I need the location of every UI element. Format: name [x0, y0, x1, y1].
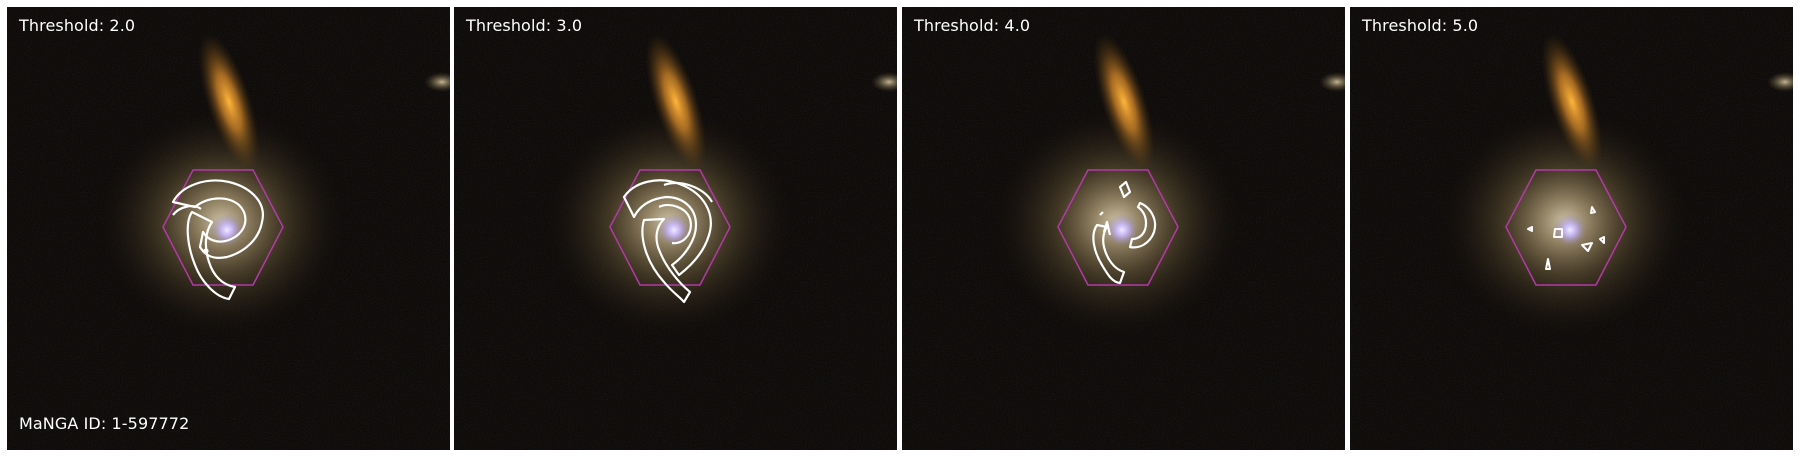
contour-lines: [171, 179, 264, 301]
threshold-label: Threshold: 2.0: [19, 16, 136, 35]
threshold-label: Threshold: 3.0: [466, 16, 583, 35]
threshold-panel-1: Threshold: 2.0 MaNGA ID: 1-597772: [7, 7, 450, 450]
contour-lines: [1092, 180, 1157, 285]
hexagon-ifu-footprint: [1057, 169, 1179, 286]
galaxy-image: [7, 7, 450, 450]
threshold-panel-4: Threshold: 5.0: [1350, 7, 1793, 450]
hexagon-ifu-footprint: [609, 169, 731, 286]
threshold-label: Threshold: 4.0: [914, 16, 1031, 35]
manga-id-label: MaNGA ID: 1-597772: [19, 414, 190, 433]
contour-lines: [622, 179, 713, 304]
threshold-panel-2: Threshold: 3.0: [454, 7, 897, 450]
threshold-label: Threshold: 5.0: [1362, 16, 1479, 35]
threshold-panel-3: Threshold: 4.0: [902, 7, 1345, 450]
galaxy-image: [902, 7, 1345, 450]
hexagon-ifu-footprint: [1505, 169, 1627, 286]
galaxy-image: [1350, 7, 1793, 450]
contour-lines: [1527, 206, 1605, 270]
hexagon-ifu-footprint: [162, 169, 284, 286]
galaxy-image: [454, 7, 897, 450]
